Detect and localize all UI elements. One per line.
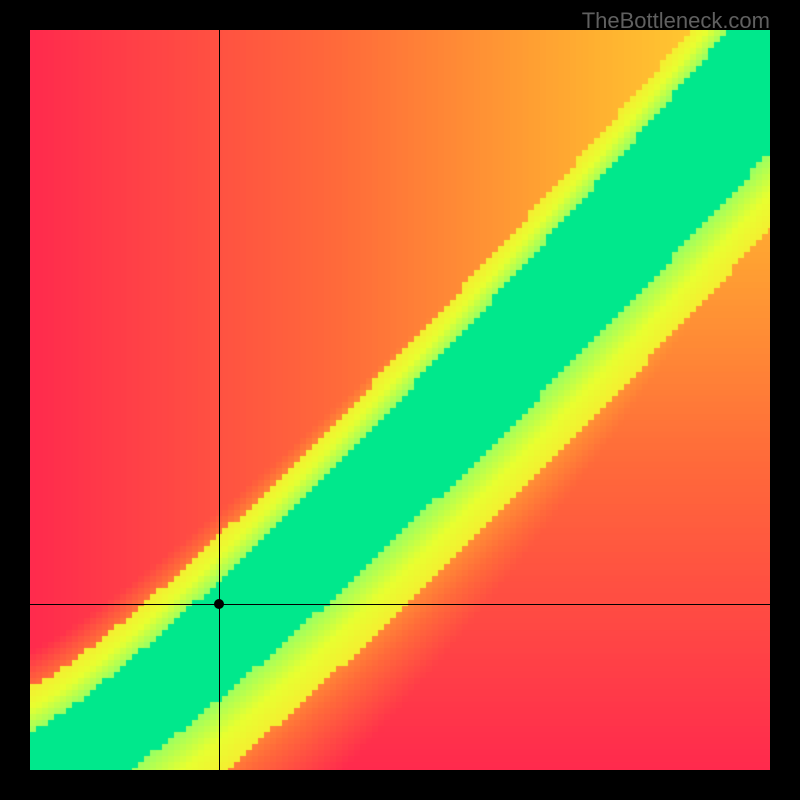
watermark-text: TheBottleneck.com [582,8,770,34]
bottleneck-heatmap [30,30,770,770]
crosshair-marker [214,599,224,609]
crosshair-horizontal [30,604,770,605]
heatmap-canvas [30,30,770,770]
crosshair-vertical [219,30,220,770]
